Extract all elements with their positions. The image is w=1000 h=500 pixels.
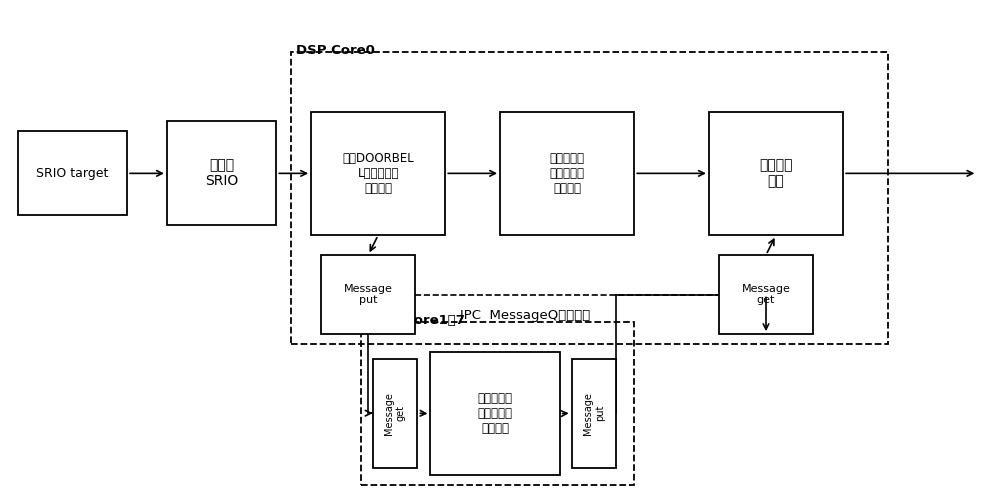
Text: SRIO target: SRIO target — [36, 167, 109, 180]
Text: Message
put: Message put — [583, 392, 605, 434]
Text: Message
put: Message put — [344, 284, 393, 306]
FancyBboxPatch shape — [321, 255, 415, 334]
Text: DSP Core0: DSP Core0 — [296, 44, 375, 57]
FancyBboxPatch shape — [709, 112, 843, 235]
FancyBboxPatch shape — [167, 122, 276, 226]
FancyBboxPatch shape — [18, 132, 127, 216]
Text: IPC  MessageQ机制通信: IPC MessageQ机制通信 — [460, 310, 590, 322]
FancyBboxPatch shape — [430, 352, 560, 476]
Text: 响应DOORBEL
L，将图像进
行切割。: 响应DOORBEL L，将图像进 行切割。 — [342, 152, 414, 195]
Text: 响应图像消
息，进行图
像处理。: 响应图像消 息，进行图 像处理。 — [550, 152, 585, 195]
Text: 初始化
SRIO: 初始化 SRIO — [205, 158, 238, 188]
Text: 实时张力
计算: 实时张力 计算 — [759, 158, 793, 188]
FancyBboxPatch shape — [373, 359, 417, 468]
Text: Message
get: Message get — [742, 284, 790, 306]
Text: DSP Core1～7: DSP Core1～7 — [369, 314, 465, 327]
FancyBboxPatch shape — [311, 112, 445, 235]
FancyBboxPatch shape — [500, 112, 634, 235]
FancyBboxPatch shape — [719, 255, 813, 334]
Text: Message
get: Message get — [384, 392, 406, 434]
FancyBboxPatch shape — [572, 359, 616, 468]
Text: 响应图像消
息，进行图
像处理。: 响应图像消 息，进行图 像处理。 — [478, 392, 513, 435]
